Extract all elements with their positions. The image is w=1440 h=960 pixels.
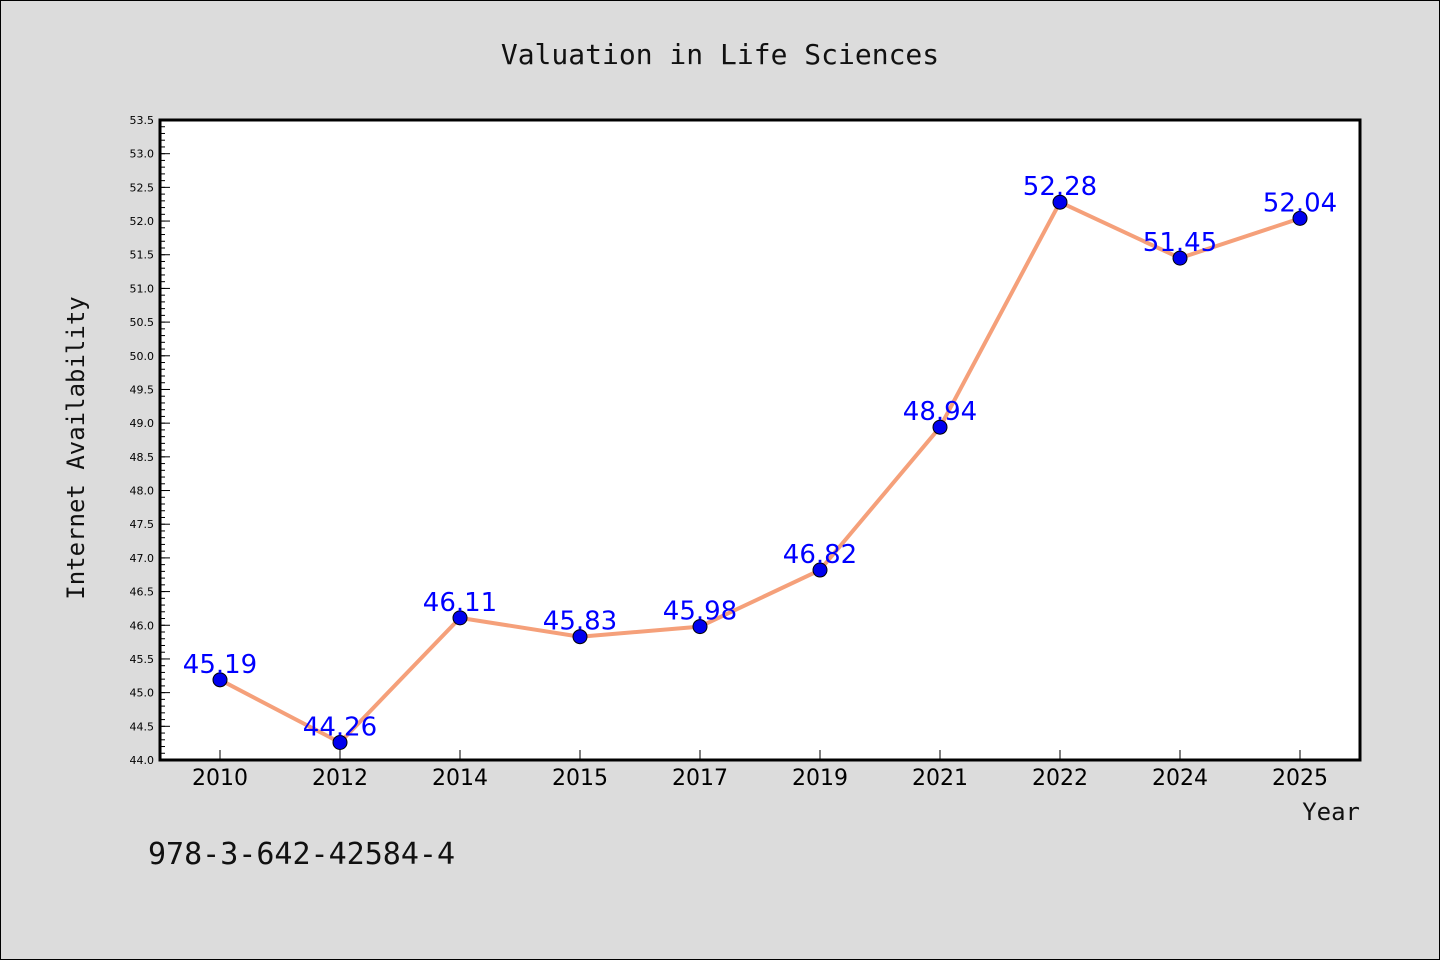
data-point-marker — [692, 619, 708, 635]
y-tick-label: 47.5 — [130, 518, 155, 531]
series-line-group — [219, 200, 1301, 745]
y-tick-label: 49.0 — [130, 417, 155, 430]
data-point-marker — [1052, 194, 1068, 210]
x-tick-label: 2025 — [1272, 766, 1328, 791]
y-tick-label: 46.5 — [130, 586, 155, 599]
y-tick-label: 46.0 — [130, 619, 155, 632]
data-labels-group: 45.19 44.26 46.11 45.83 45.98 46.82 48.94 52.28… — [183, 172, 1337, 742]
x-tick-label: 2012 — [312, 766, 368, 791]
series-line — [219, 200, 1301, 745]
data-label: 45.83 — [543, 607, 617, 637]
markers-group — [212, 194, 1308, 750]
y-tick-label: 45.0 — [130, 687, 155, 700]
data-label: 46.11 — [423, 588, 497, 618]
data-point-marker — [572, 629, 588, 645]
x-tick-label: 2014 — [432, 766, 488, 791]
data-label: 45.19 — [183, 650, 257, 680]
x-tick-label: 2017 — [672, 766, 728, 791]
data-point-marker — [812, 562, 828, 578]
data-point-marker — [212, 672, 228, 688]
isbn-text: 978-3-642-42584-4 — [148, 837, 455, 872]
y-tick-label: 44.5 — [130, 720, 155, 733]
y-axis-label: Internet Availability — [62, 296, 90, 599]
data-label: 45.98 — [663, 597, 737, 627]
x-tick-label: 2010 — [192, 766, 248, 791]
chart-title: Valuation in Life Sciences — [501, 38, 939, 71]
data-label: 52.28 — [1023, 172, 1097, 202]
data-point-marker — [932, 419, 948, 435]
x-tick-label: 2024 — [1152, 766, 1208, 791]
y-tick-label: 45.5 — [130, 653, 155, 666]
data-label: 44.26 — [303, 712, 377, 742]
data-point-marker — [452, 610, 468, 626]
y-tick-label: 51.0 — [130, 282, 155, 295]
y-tick-label: 52.5 — [130, 181, 155, 194]
y-tick-label: 53.5 — [130, 114, 155, 127]
x-axis-label: Year — [1302, 798, 1360, 826]
y-tick-label: 50.0 — [130, 350, 155, 363]
data-label: 51.45 — [1143, 228, 1217, 258]
y-axis: 44.0 44.5 45.0 45.5 46.0 46.5 47.0 47.5 48.0 48.5… — [130, 114, 170, 767]
y-tick-label: 49.5 — [130, 383, 155, 396]
data-label: 52.04 — [1263, 188, 1337, 218]
y-tick-label: 53.0 — [130, 148, 155, 161]
y-tick-label: 47.0 — [130, 552, 155, 565]
x-tick-label: 2021 — [912, 766, 968, 791]
y-tick-label: 50.5 — [130, 316, 155, 329]
y-tick-label: 48.5 — [130, 451, 155, 464]
data-point-marker — [332, 734, 348, 750]
y-tick-label: 51.5 — [130, 249, 155, 262]
y-tick-label: 52.0 — [130, 215, 155, 228]
y-tick-label: 48.0 — [130, 485, 155, 498]
x-tick-label: 2019 — [792, 766, 848, 791]
x-axis: 2010 2012 2014 2015 2017 2019 2021 2022 2024 2025 — [192, 750, 1328, 791]
x-tick-label: 2022 — [1032, 766, 1088, 791]
plot-area — [158, 118, 1362, 762]
data-label: 48.94 — [903, 397, 977, 427]
data-point-marker — [1292, 210, 1308, 226]
x-tick-label: 2015 — [552, 766, 608, 791]
data-point-marker — [1172, 250, 1188, 266]
y-tick-label: 44.0 — [130, 754, 155, 767]
data-label: 46.82 — [783, 540, 857, 570]
